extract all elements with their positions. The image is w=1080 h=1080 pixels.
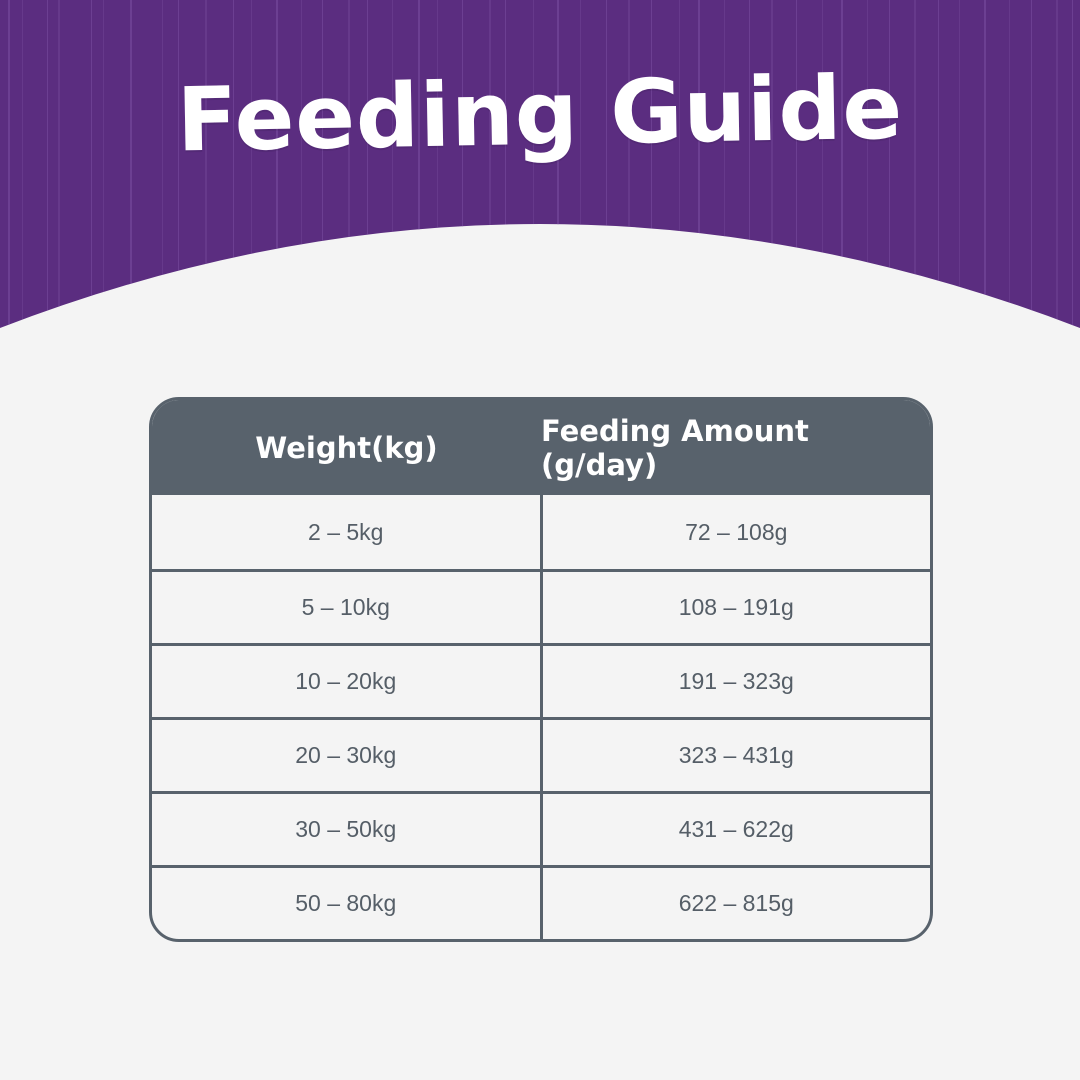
header-stripe — [130, 0, 132, 328]
header-stripe — [322, 0, 323, 328]
header-stripe — [205, 0, 207, 328]
header-stripe — [103, 0, 104, 328]
header-stripe — [251, 0, 252, 328]
header-stripe — [984, 0, 986, 328]
header-stripe — [651, 0, 652, 328]
header-stripe — [1031, 0, 1032, 328]
header-stripe — [914, 0, 916, 328]
table-row: 30 – 50kg 431 – 622g — [152, 791, 930, 865]
header-stripe — [822, 0, 823, 328]
table-row: 5 – 10kg 108 – 191g — [152, 569, 930, 643]
header-stripe — [628, 0, 630, 328]
table-row: 20 – 30kg 323 – 431g — [152, 717, 930, 791]
amount-cell: 323 – 431g — [539, 720, 931, 791]
header-stripe — [959, 0, 960, 328]
header-stripe — [462, 0, 463, 328]
weight-cell: 30 – 50kg — [295, 816, 397, 842]
weight-cell: 5 – 10kg — [301, 594, 390, 620]
header-stripe — [437, 0, 438, 328]
header-stripe — [392, 0, 393, 328]
header-stripe — [301, 0, 302, 328]
header-stripe — [698, 0, 700, 328]
header-weight: Weight(kg) — [255, 430, 438, 465]
page-title: Feeding Guide — [176, 55, 904, 172]
header-stripe — [58, 0, 60, 328]
header-stripe — [1056, 0, 1058, 328]
header-stripe — [22, 0, 23, 328]
header-stripe — [233, 0, 234, 328]
header-stripe — [796, 0, 797, 328]
header-stripe — [533, 0, 534, 328]
amount-cell: 622 – 815g — [539, 868, 931, 939]
header-stripe — [749, 0, 750, 328]
header-stripe — [505, 0, 506, 328]
header-stripe — [679, 0, 680, 328]
amount-cell: 108 – 191g — [539, 572, 931, 643]
header-background — [0, 0, 1080, 328]
header-stripe — [178, 0, 179, 328]
weight-cell: 50 – 80kg — [295, 890, 397, 916]
header-stripe — [724, 0, 725, 328]
header-stripe — [162, 0, 163, 328]
header-stripe — [489, 0, 491, 328]
amount-cell: 191 – 323g — [539, 646, 931, 717]
table-row: 10 – 20kg 191 – 323g — [152, 643, 930, 717]
weight-cell: 20 – 30kg — [295, 742, 397, 768]
table-row: 2 – 5kg 72 – 108g — [152, 495, 930, 569]
weight-cell: 10 – 20kg — [295, 668, 397, 694]
header-stripe — [771, 0, 773, 328]
header-stripe — [938, 0, 939, 328]
amount-cell: 72 – 108g — [539, 495, 931, 569]
header-stripe — [867, 0, 868, 328]
header-stripe — [606, 0, 607, 328]
header-feeding-amount: Feeding Amount (g/day) — [541, 413, 809, 482]
header-stripe — [47, 0, 48, 328]
weight-cell: 2 – 5kg — [308, 518, 384, 545]
table-body: 2 – 5kg 72 – 108g 5 – 10kg 108 – 191g 10… — [152, 495, 930, 939]
header-stripe — [8, 0, 10, 328]
header-stripe — [1072, 0, 1073, 328]
header-stripe — [889, 0, 890, 328]
header-stripe — [367, 0, 368, 328]
table-header-row: Weight(kg) Feeding Amount (g/day) — [152, 400, 930, 495]
header-stripe — [276, 0, 278, 328]
amount-cell: 431 – 622g — [539, 794, 931, 865]
feeding-table: Weight(kg) Feeding Amount (g/day) 2 – 5k… — [149, 397, 933, 942]
header-stripe — [1009, 0, 1010, 328]
header-stripe — [348, 0, 350, 328]
header-stripe — [418, 0, 420, 328]
table-row: 50 – 80kg 622 – 815g — [152, 865, 930, 939]
header-stripe — [557, 0, 559, 328]
header-stripe — [91, 0, 92, 328]
header-stripe — [841, 0, 843, 328]
header-stripe — [580, 0, 581, 328]
